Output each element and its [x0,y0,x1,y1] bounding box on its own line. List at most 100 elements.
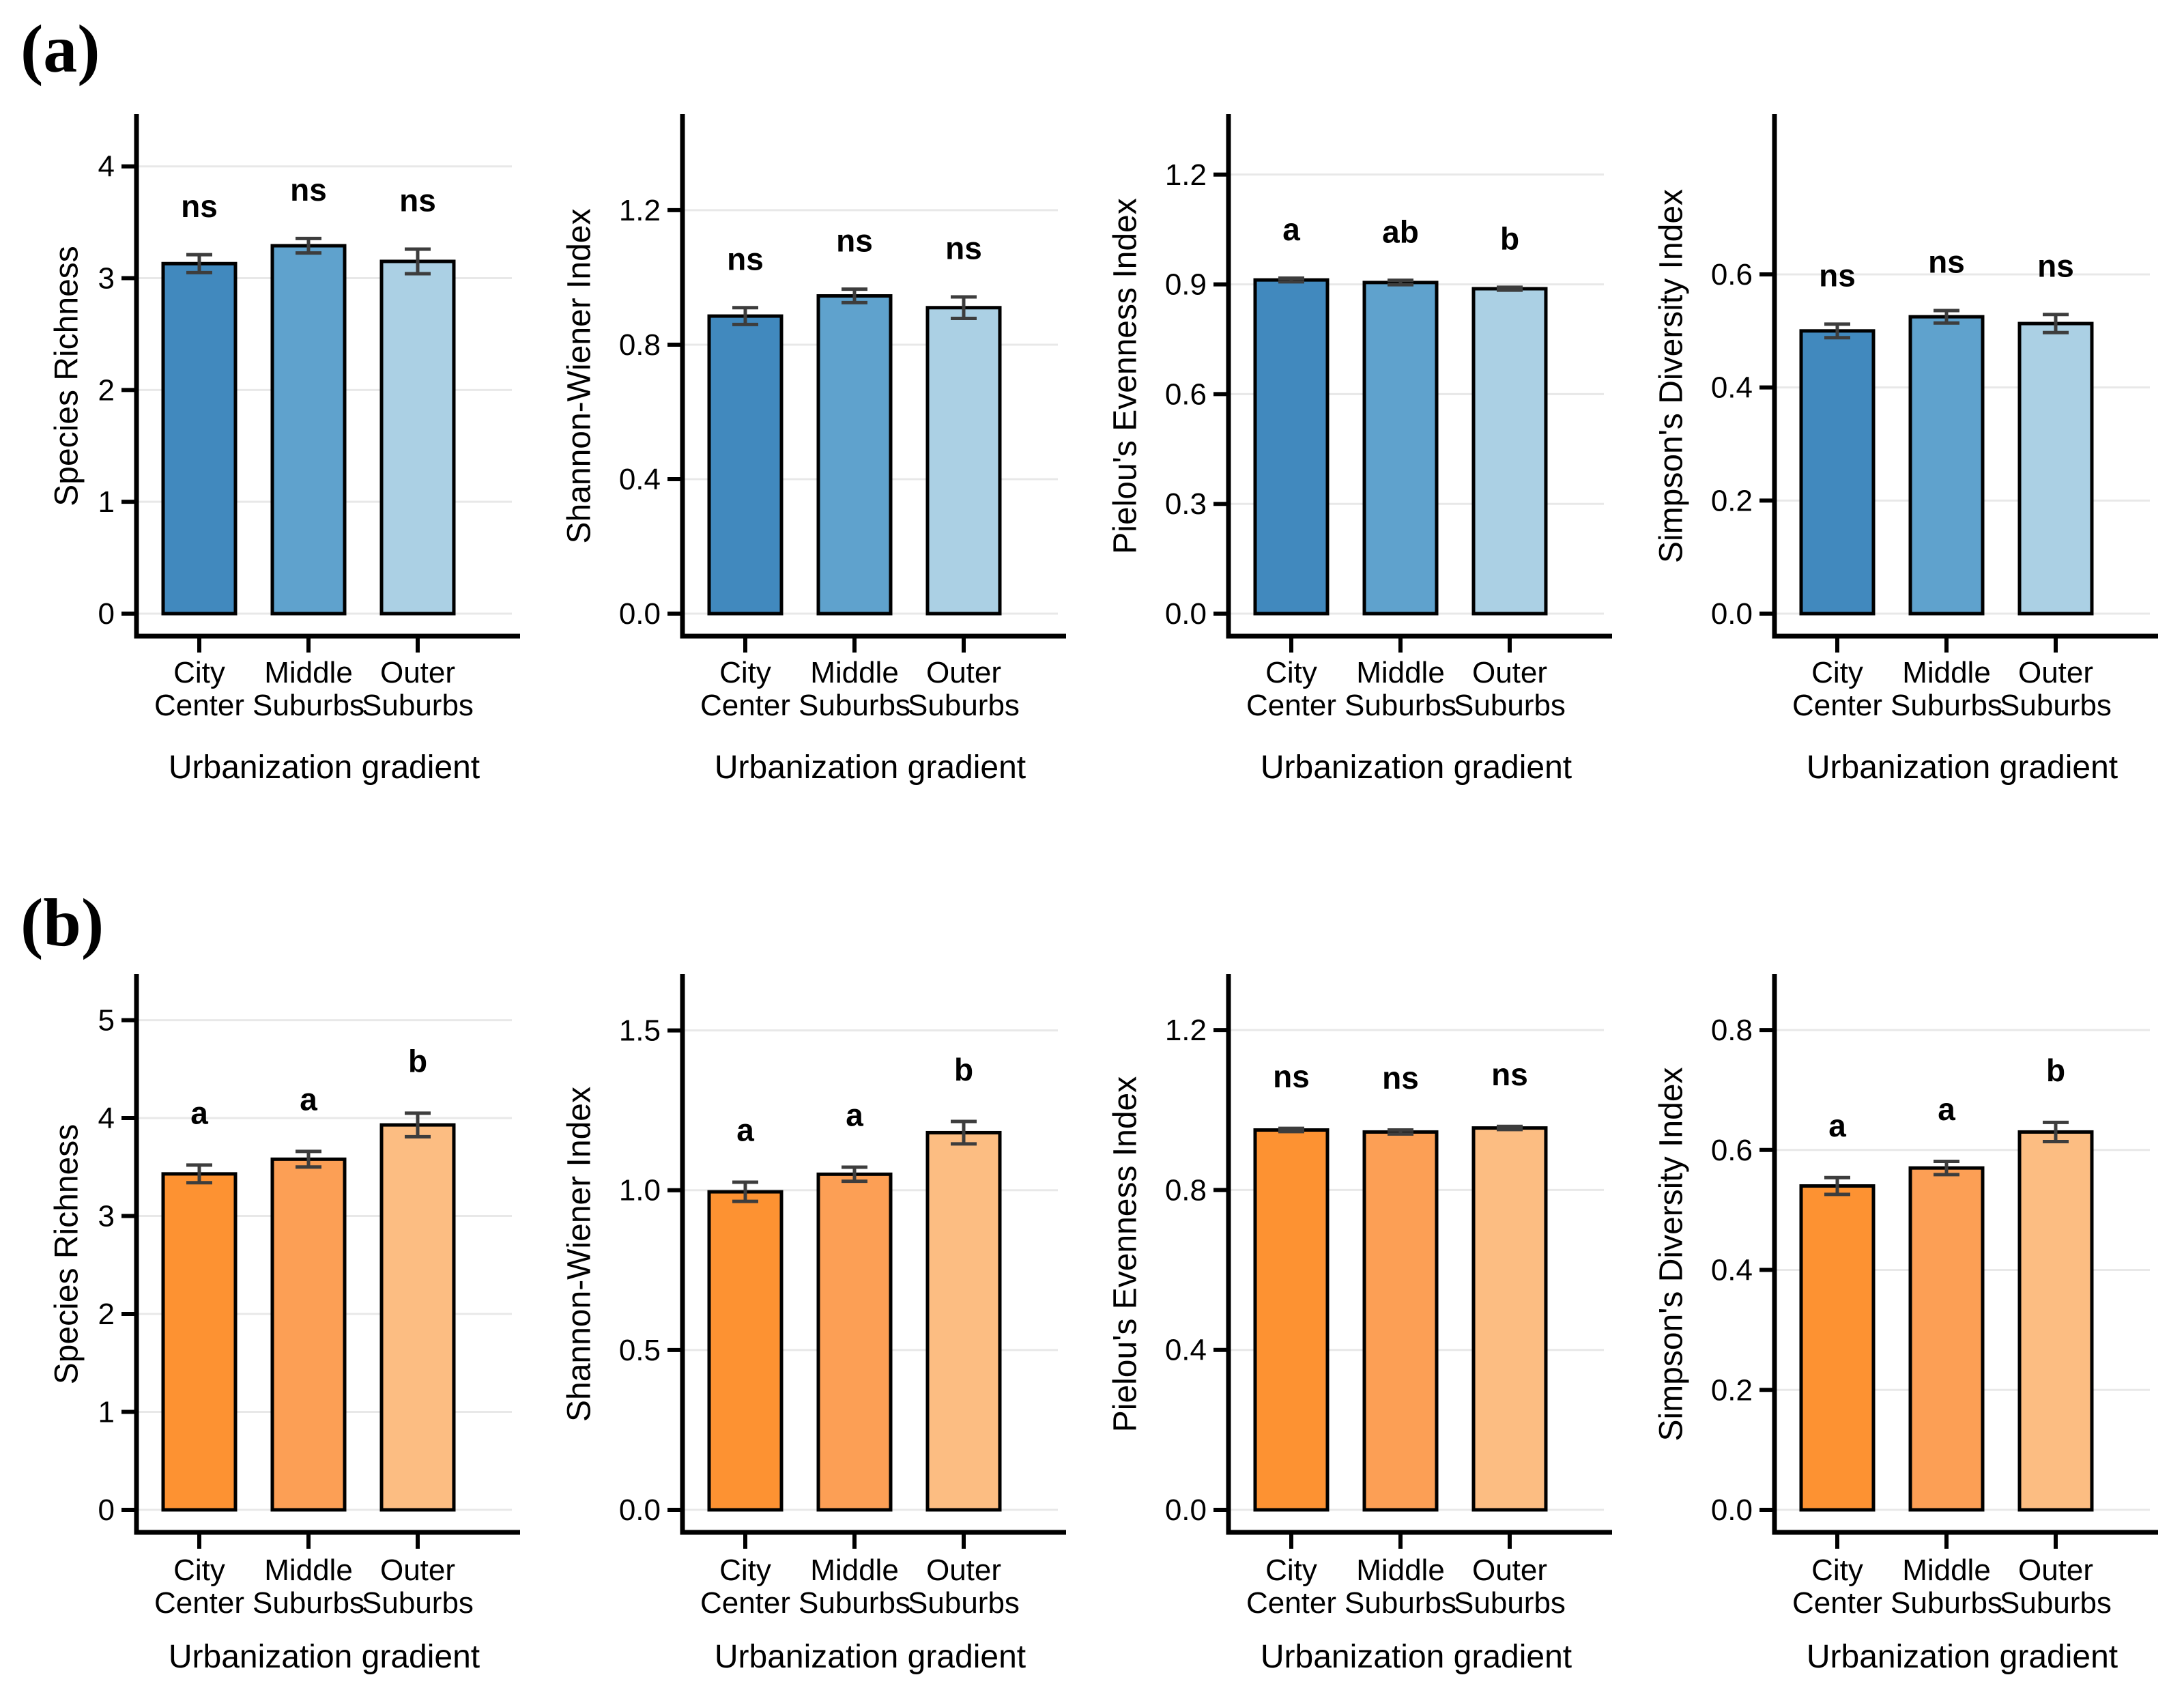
x-tick-label-line1: Outer [2018,1554,2093,1587]
x-tick-label-line2: Center [1246,689,1336,722]
error-bar-middle-suburbs [1388,1128,1413,1136]
chart-svg-b-pielou-evenness: ns ns ns0.00.40.81.2CityCenterMiddleSuburb… [1108,974,1612,1675]
x-tick-label-line2: Suburbs [2000,1586,2112,1620]
significance-label-middle-suburbs: ns [836,223,873,258]
y-axis-title: Species Richness [49,246,85,506]
bar-city-center [161,261,238,616]
y-tick-label: 0.2 [1711,1373,1753,1407]
x-tick-label-line1: Outer [1472,1554,1547,1587]
tick-marks [1759,1028,2058,1549]
chart-svg-b-shannon-wiener: a ab0.00.51.01.5CityCenterMiddleSuburbsOu… [562,974,1066,1675]
bar-outer-suburbs [379,259,456,616]
bar-middle-suburbs [1908,315,1985,616]
x-tick-label-line1: Outer [926,1554,1001,1587]
tick-marks [1213,172,1512,653]
y-tick-label: 0.8 [1711,1014,1753,1047]
error-bar-middle-suburbs [1388,278,1413,287]
y-axis-title: Pielou's Evenness Index [1108,1076,1144,1432]
x-axis-title: Urbanization gradient [169,749,480,786]
y-tick-label: 0 [98,597,115,631]
error-bar-outer-suburbs [951,295,977,321]
bar-city-center [707,1190,784,1512]
error-bar-city-center [1824,322,1850,340]
x-tick-label-line2: Center [700,689,790,722]
x-tick-label-line2: Suburbs [1345,689,1456,722]
x-tick-label-line1: Outer [2018,656,2093,689]
chart-svg-a-species-richness: ns ns ns01234CityCenterMiddleSuburbsOuterS… [49,114,520,786]
x-tick-label-line2: Suburbs [362,1586,474,1620]
significance-label-outer-suburbs: b [2046,1053,2065,1088]
y-tick-label: 0.6 [1711,1134,1753,1167]
x-tick-label-line1: City [719,656,771,689]
x-tick-label-line2: Suburbs [1454,689,1566,722]
significance-label-city-center: a [736,1113,754,1148]
error-bar-city-center [186,253,212,274]
significance-label-outer-suburbs: ns [945,231,982,266]
x-tick-label-line1: Middle [810,1554,899,1587]
x-tick-label-line2: Center [1792,1586,1882,1620]
x-tick-label-line2: Suburbs [253,689,364,722]
error-bar-outer-suburbs [2043,1120,2069,1144]
chart-svg-a-pielou-evenness: a ab b0.00.30.60.91.2CityCenterMiddleSubur… [1108,114,1612,786]
bar-outer-suburbs [925,1130,1002,1512]
y-tick-label: 0.5 [619,1334,661,1367]
bar-outer-suburbs [1471,287,1548,616]
y-tick-label: 0.2 [1711,484,1753,517]
y-tick-label: 3 [98,1200,115,1233]
significance-label-outer-suburbs: b [954,1052,973,1087]
y-tick-label: 1 [98,1396,115,1429]
x-tick-label-line1: City [1811,1554,1863,1587]
x-tick-label-line2: Suburbs [1891,689,2002,722]
error-bar-middle-suburbs [1934,309,1959,325]
x-tick-label-line2: Center [154,689,244,722]
chart-b-shannon-wiener: a a b 0.0 0.5 1.0 1.5 City Center Middle Suburbs Ou… [546,973,1092,1703]
significance-label-outer-suburbs: b [408,1044,427,1079]
bar-outer-suburbs [2017,1130,2094,1512]
y-axis-title: Pielou's Evenness Index [1108,198,1144,554]
significance-label-middle-suburbs: a [300,1082,317,1117]
y-tick-label: 0.8 [619,328,661,362]
x-tick-label-line2: Suburbs [362,689,474,722]
chart-a-pielou-evenness: a ab b 0.0 0.3 0.6 0.9 1.2 City Center Middle Subur… [1092,99,1638,788]
significance-label-city-center: ns [181,188,218,224]
y-axis-title: Simpson's Diversity Index [1654,1067,1690,1441]
bar-city-center [161,1172,238,1512]
x-axis-title: Urbanization gradient [1261,1639,1572,1675]
y-tick-label: 0.4 [619,463,661,496]
x-axis-title: Urbanization gradient [1261,749,1572,786]
bar-outer-suburbs [1471,1126,1548,1512]
x-tick-label-line2: Center [700,1586,790,1620]
error-bar-outer-suburbs [2043,313,2069,334]
y-tick-label: 1.5 [619,1014,661,1048]
significance-label-outer-suburbs: ns [1491,1057,1528,1092]
y-tick-label: 0.6 [1711,258,1753,291]
y-axis-title: Shannon-Wiener Index [562,1087,598,1422]
significance-label-middle-suburbs: a [846,1098,863,1133]
y-tick-label: 0.0 [619,1493,661,1527]
x-tick-label-line1: Outer [380,1554,455,1587]
chart-b-pielou-evenness: ns ns ns 0.0 0.4 0.8 1.2 City Center Middle Suburb… [1092,973,1638,1703]
chart-svg-b-species-richness: a ab012345CityCenterMiddleSuburbsOuterSub… [49,974,520,1675]
significance-label-city-center: a [190,1096,208,1131]
y-tick-label: 4 [98,1102,115,1135]
x-tick-label-line1: Outer [1472,656,1547,689]
error-bar-middle-suburbs [842,287,867,304]
chart-b-simpson-diversity: a a b 0.0 0.2 0.4 0.6 0.8 City Center Middle Suburb… [1638,973,2184,1703]
x-tick-label-line1: Outer [380,656,455,689]
error-bar-outer-suburbs [405,247,431,276]
x-tick-label-line2: Center [1246,1586,1336,1620]
x-tick-label-line1: City [1265,1554,1317,1587]
x-axis-title: Urbanization gradient [715,749,1026,786]
bar-middle-suburbs [270,1157,347,1512]
bar-middle-suburbs [1362,1130,1439,1512]
x-axis-title: Urbanization gradient [169,1639,480,1675]
error-bar-middle-suburbs [842,1165,867,1184]
bar-city-center [1253,278,1330,616]
x-axis-title: Urbanization gradient [1807,1639,2118,1675]
x-tick-label-line1: Middle [1356,656,1445,689]
y-tick-label: 0.3 [1165,487,1207,521]
x-tick-label-line1: Middle [1356,1554,1445,1587]
y-tick-label: 2 [98,1298,115,1331]
error-bar-city-center [1824,1175,1850,1197]
error-bar-outer-suburbs [1497,1124,1523,1132]
